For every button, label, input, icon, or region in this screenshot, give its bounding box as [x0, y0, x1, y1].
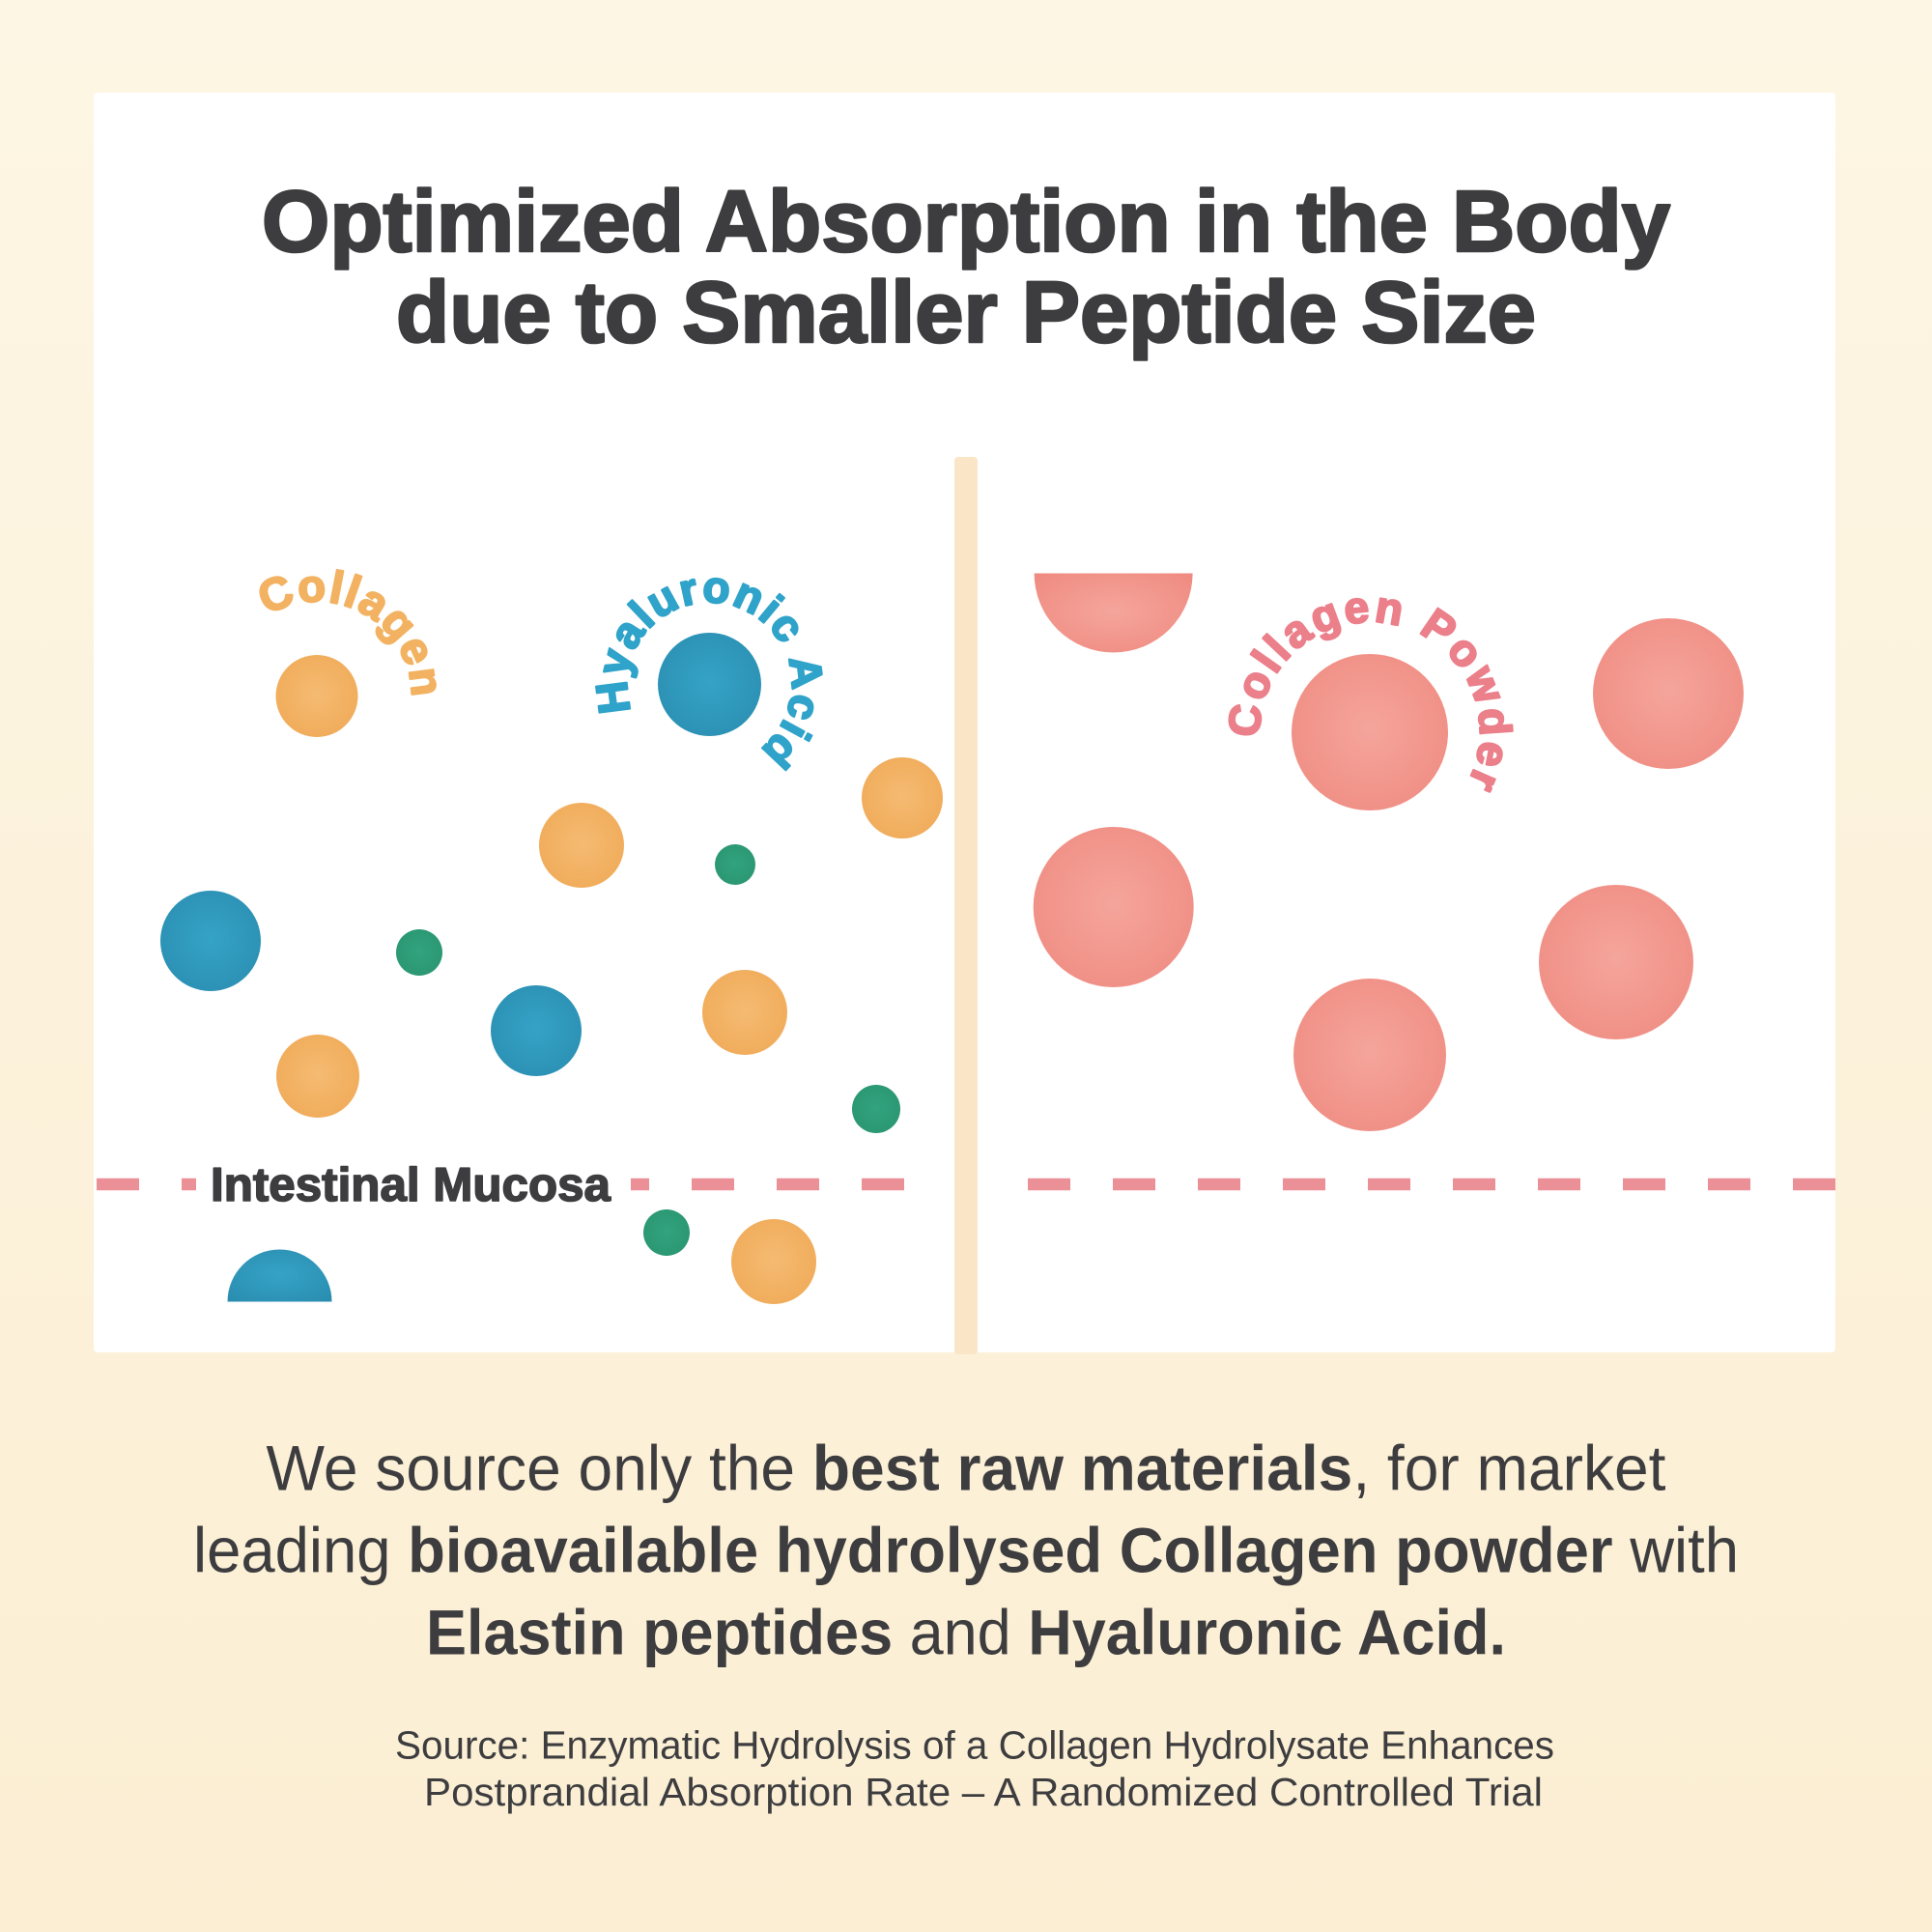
right-panel-molecules: [1033, 573, 1744, 1131]
citation: Source: Enzymatic Hydrolysis of a Collag…: [395, 1723, 1554, 1815]
collagen-powder-circle: [1293, 979, 1446, 1131]
mucosa-label-backdrop: [196, 1151, 631, 1217]
body-line-3: Elastin peptides and Hyaluronic Acid.: [426, 1597, 1506, 1668]
elastin-molecule-circle: [852, 1085, 900, 1133]
title-line-2: due to Smaller Peptide Size: [396, 265, 1536, 361]
collagen-powder-circle: [1292, 654, 1448, 810]
collagen-molecule-circle: [275, 655, 358, 737]
panel-divider: [954, 457, 978, 1354]
elastin-molecule-circle: [396, 929, 442, 976]
collagen-molecule-circle: [539, 803, 624, 888]
body-line-2: leading bioavailable hydrolysed Collagen…: [193, 1515, 1739, 1586]
hyaluronic-molecule-circle: [658, 633, 761, 736]
body-line-1: We source only the best raw materials, f…: [267, 1433, 1666, 1504]
hyaluronic-molecule-circle: [160, 891, 261, 991]
citation-line-1: Source: Enzymatic Hydrolysis of a Collag…: [395, 1723, 1554, 1768]
elastin-molecule-circle: [643, 1209, 690, 1256]
collagen-molecule-circle: [862, 757, 943, 838]
elastin-molecule-circle: [715, 844, 755, 885]
body-paragraph: We source only the best raw materials, f…: [193, 1433, 1739, 1668]
membrane-lines: Intestinal Mucosa: [97, 1151, 1835, 1217]
collagen-powder-circle: [1033, 827, 1194, 987]
collagen-molecule-circle: [702, 970, 787, 1055]
hyaluronic-molecule-circle: [491, 985, 582, 1076]
left-panel-molecules: [160, 633, 943, 1304]
title: Optimized Absorption in the Body due to …: [261, 173, 1672, 363]
collagen-powder-half-circle: [1034, 573, 1193, 653]
collagen-powder-circle: [1593, 618, 1744, 769]
citation-line-2: Postprandial Absorption Rate – A Randomi…: [424, 1770, 1543, 1814]
mucosa-label: Intestinal Mucosa: [211, 1159, 611, 1211]
collagen-powder-circle: [1539, 885, 1693, 1039]
collagen-molecule-circle: [731, 1219, 816, 1304]
hyaluronic-molecule-half-circle: [227, 1249, 332, 1302]
title-line-1: Optimized Absorption in the Body: [262, 174, 1670, 270]
collagen-molecule-circle: [276, 1035, 359, 1118]
